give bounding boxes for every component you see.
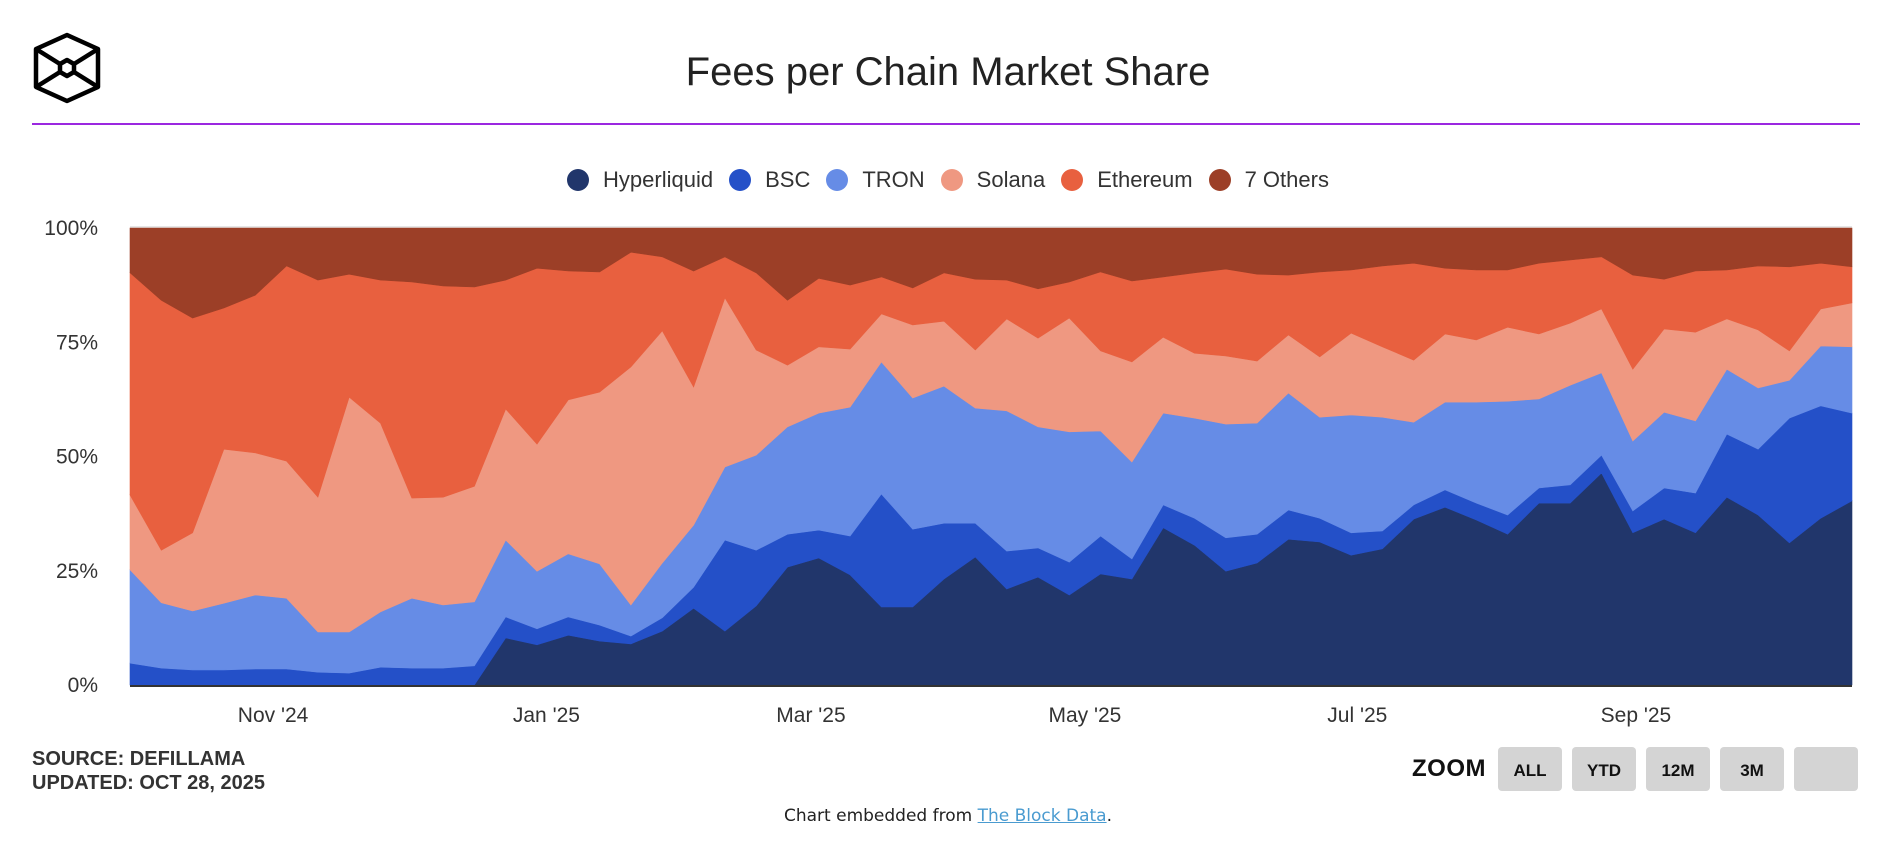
chart-legend: Hyperliquid BSC TRON Solana Ethereum 7 O… [0,164,1896,196]
legend-label: Ethereum [1097,167,1193,192]
legend-item-solana[interactable]: Solana [940,164,1046,196]
legend-label: TRON [862,167,925,192]
y-tick-label: 100% [44,217,98,240]
x-axis-ticks: Nov '24 Jan '25 Mar '25 May '25 Jul '25 Sep '… [238,704,1671,727]
y-axis-ticks: 0% 25% 50% 75% 100% [44,217,98,697]
the-block-data-link[interactable]: The Block Data [977,806,1107,826]
embed-footer: Chart embedded from The Block Data. [0,806,1896,826]
legend-label: BSC [765,167,811,192]
zoom-3m-button[interactable]: 3M [1720,747,1784,791]
legend-dot-icon [826,169,849,191]
zoom-12m-button[interactable]: 12M [1646,747,1710,791]
x-tick-label: Jan '25 [513,704,580,727]
legend-dot-icon [1208,169,1231,191]
legend-label: Hyperliquid [603,167,714,192]
legend-dot-icon [940,169,963,191]
zoom-blank-button[interactable] [1794,747,1858,791]
chart-title: Fees per Chain Market Share [685,50,1211,94]
x-tick-label: Mar '25 [776,704,845,727]
legend-dot-icon [567,169,590,191]
legend-item-others[interactable]: 7 Others [1208,164,1329,196]
y-tick-label: 0% [68,674,98,697]
legend-dot-icon [729,169,752,191]
legend-item-ethereum[interactable]: Ethereum [1061,164,1193,196]
y-tick-label: 25% [56,560,98,583]
x-tick-label: Sep '25 [1601,704,1672,727]
zoom-label: ZOOM [1412,755,1486,782]
legend-item-tron[interactable]: TRON [826,164,925,196]
area-series-7-others[interactable] [129,227,1853,319]
plot-top-border [130,226,1852,228]
header-divider [32,123,1860,125]
area-series-group [129,226,1853,686]
y-tick-label: 50% [56,446,98,469]
zoom-ytd-button[interactable]: YTD [1572,747,1636,791]
x-tick-label: May '25 [1048,704,1121,727]
legend-item-bsc[interactable]: BSC [729,164,810,196]
zoom-all-button[interactable]: ALL [1498,747,1562,791]
legend-dot-icon [1061,169,1084,191]
stacked-area-chart[interactable]: 0% 25% 50% 75% 100% Nov '24 Jan '25 Mar '25 May… [0,200,1896,730]
legend-label: Solana [976,167,1046,192]
legend-label: 7 Others [1244,167,1329,192]
x-tick-label: Jul '25 [1327,704,1387,727]
embed-prefix: Chart embedded from [784,806,978,826]
zoom-controls: ZOOM ALL YTD 12M 3M [1412,747,1868,791]
the-block-logo [33,32,101,104]
x-tick-label: Nov '24 [238,704,309,727]
source-text: SOURCE: DEFILLAMA [32,748,246,770]
y-tick-label: 75% [56,331,98,354]
updated-text: UPDATED: OCT 28, 2025 [32,772,266,794]
source-info: SOURCE: DEFILLAMA UPDATED: OCT 28, 2025 [32,747,265,795]
embed-suffix: . [1106,806,1112,826]
legend-item-hyperliquid[interactable]: Hyperliquid [567,164,713,196]
